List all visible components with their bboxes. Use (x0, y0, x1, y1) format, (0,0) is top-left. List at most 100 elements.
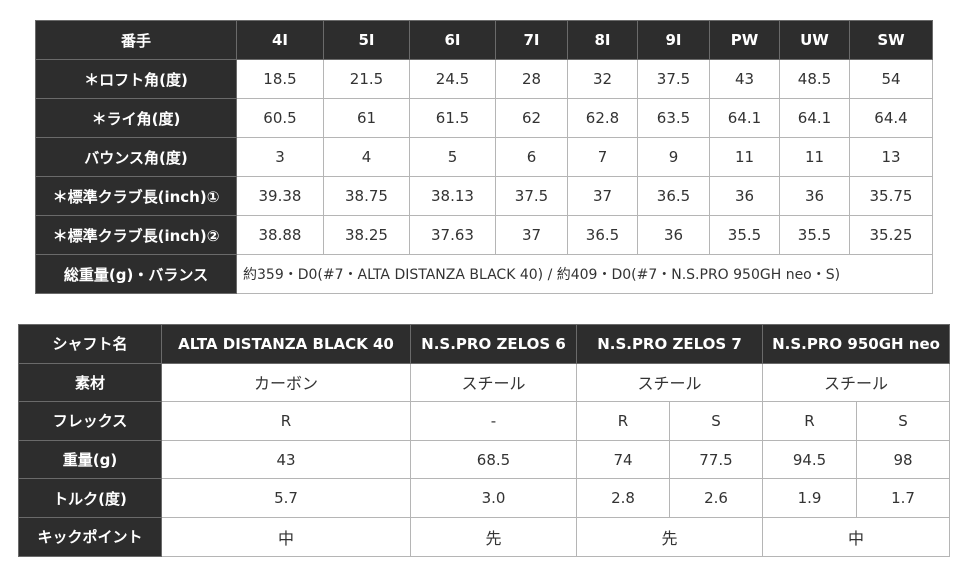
table-cell: 13 (849, 137, 933, 177)
spec-row-length-2: ＊標準クラブ長(inch)② 38.88 38.25 37.63 37 36.5… (35, 215, 933, 255)
table-cell: 9 (637, 137, 710, 177)
shaft-header-label: シャフト名 (18, 324, 162, 364)
table-cell: 54 (849, 59, 933, 99)
table-cell: 中 (161, 516, 411, 557)
row-label-kick: キックポイント (18, 516, 162, 557)
table-cell: 5 (409, 137, 496, 177)
shaft-row-torque: トルク(度) 5.7 3.0 2.8 2.6 1.9 1.7 (18, 478, 951, 518)
spec-col-pw: PW (709, 20, 780, 60)
table-cell: 35.75 (849, 176, 933, 216)
spec-row-weight: 総重量(g)・バランス 約359・D0(#7・ALTA DISTANZA BLA… (35, 254, 933, 294)
table-cell: 36.5 (637, 176, 710, 216)
table-cell: 1.7 (856, 478, 951, 518)
spec-col-8i: 8I (567, 20, 638, 60)
table-cell: 61.5 (409, 98, 496, 138)
spec-col-4i: 4I (236, 20, 324, 60)
spec-row-loft: ＊ロフト角(度) 18.5 21.5 24.5 28 32 37.5 43 48… (35, 59, 933, 99)
shaft-row-weight: 重量(g) 43 68.5 74 77.5 94.5 98 (18, 439, 951, 480)
row-label-bounce: バウンス角(度) (35, 137, 237, 177)
table-cell: 36 (779, 176, 850, 216)
table-cell: 62 (495, 98, 568, 138)
table-cell: 7 (567, 137, 638, 177)
table-cell: 62.8 (567, 98, 638, 138)
table-cell: 3 (236, 137, 324, 177)
table-cell: 39.38 (236, 176, 324, 216)
table-cell: 37.5 (637, 59, 710, 99)
table-cell: 21.5 (323, 59, 410, 99)
shaft-header-row: シャフト名 ALTA DISTANZA BLACK 40 N.S.PRO ZEL… (18, 324, 951, 364)
shaft-name-950gh: N.S.PRO 950GH neo (762, 324, 951, 364)
shaft-name-zelos6: N.S.PRO ZELOS 6 (410, 324, 577, 364)
table-cell: 63.5 (637, 98, 710, 138)
row-label-length-1: ＊標準クラブ長(inch)① (35, 176, 237, 216)
table-cell: R (161, 401, 411, 441)
table-cell: 37.63 (409, 215, 496, 255)
table-cell: 38.25 (323, 215, 410, 255)
table-cell: - (410, 401, 577, 441)
table-cell: 36 (709, 176, 780, 216)
table-cell: 35.25 (849, 215, 933, 255)
weight-balance-value: 約359・D0(#7・ALTA DISTANZA BLACK 40) / 約40… (236, 254, 933, 294)
table-cell: 64.1 (709, 98, 780, 138)
table-cell: 43 (161, 439, 411, 480)
table-cell: 1.9 (762, 478, 858, 518)
table-cell: 38.13 (409, 176, 496, 216)
table-cell: 43 (709, 59, 780, 99)
table-cell: 48.5 (779, 59, 850, 99)
spec-header-row: 番手 4I 5I 6I 7I 8I 9I PW UW SW (35, 20, 933, 60)
spec-col-9i: 9I (637, 20, 710, 60)
table-cell: 60.5 (236, 98, 324, 138)
table-cell: 36.5 (567, 215, 638, 255)
spec-header-label: 番手 (35, 20, 237, 60)
table-cell: スチール (575, 362, 764, 403)
row-label-material: 素材 (18, 362, 162, 403)
shaft-row-kick: キックポイント 中 先 先 中 (18, 516, 951, 557)
club-spec-table: 番手 4I 5I 6I 7I 8I 9I PW UW SW ＊ロフト角(度) 1… (35, 20, 933, 294)
table-cell: 4 (323, 137, 410, 177)
table-cell: 35.5 (709, 215, 780, 255)
table-cell: 先 (410, 516, 577, 557)
spec-row-length-1: ＊標準クラブ長(inch)① 39.38 38.75 38.13 37.5 37… (35, 176, 933, 216)
spec-col-sw: SW (849, 20, 933, 60)
table-cell: 37 (567, 176, 638, 216)
spec-col-7i: 7I (495, 20, 568, 60)
row-label-weight-balance: 総重量(g)・バランス (35, 254, 237, 294)
row-label-flex: フレックス (18, 401, 162, 441)
table-cell: 11 (709, 137, 780, 177)
table-cell: 35.5 (779, 215, 850, 255)
table-cell: 24.5 (409, 59, 496, 99)
table-cell: 98 (856, 439, 951, 480)
table-cell: 64.4 (849, 98, 933, 138)
table-cell: 2.6 (668, 478, 764, 518)
table-cell: S (856, 401, 951, 441)
row-label-torque: トルク(度) (18, 478, 162, 518)
table-cell: 3.0 (410, 478, 577, 518)
table-cell: スチール (410, 362, 577, 403)
spec-col-uw: UW (779, 20, 850, 60)
table-cell: 38.88 (236, 215, 324, 255)
shaft-name-zelos7: N.S.PRO ZELOS 7 (575, 324, 764, 364)
table-cell: S (668, 401, 764, 441)
spec-row-lie: ＊ライ角(度) 60.5 61 61.5 62 62.8 63.5 64.1 6… (35, 98, 933, 138)
table-cell: 94.5 (762, 439, 858, 480)
table-cell: 64.1 (779, 98, 850, 138)
table-cell: 74 (576, 439, 670, 480)
table-cell: 36 (637, 215, 710, 255)
table-cell: 68.5 (410, 439, 577, 480)
table-cell: 6 (495, 137, 568, 177)
spec-row-bounce: バウンス角(度) 3 4 5 6 7 9 11 11 13 (35, 137, 933, 177)
table-cell: 18.5 (236, 59, 324, 99)
shaft-name-alta: ALTA DISTANZA BLACK 40 (161, 324, 411, 364)
table-cell: 中 (762, 516, 951, 557)
table-cell: 61 (323, 98, 410, 138)
table-cell: R (576, 401, 670, 441)
row-label-lie: ＊ライ角(度) (35, 98, 237, 138)
spec-col-6i: 6I (409, 20, 496, 60)
table-cell: カーボン (161, 362, 411, 403)
table-cell: 38.75 (323, 176, 410, 216)
table-cell: 5.7 (161, 478, 411, 518)
row-label-weight: 重量(g) (18, 439, 162, 480)
table-cell: 11 (779, 137, 850, 177)
table-cell: 37.5 (495, 176, 568, 216)
table-cell: 37 (495, 215, 568, 255)
